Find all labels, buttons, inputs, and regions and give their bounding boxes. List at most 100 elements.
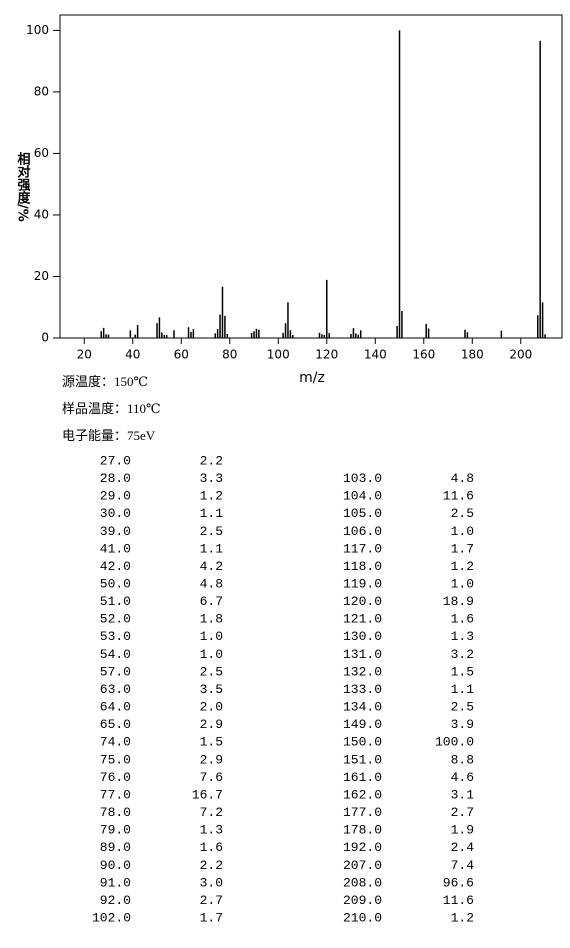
table-intensity: 1.1 xyxy=(200,506,224,521)
table-intensity: 3.1 xyxy=(451,787,475,802)
peak xyxy=(326,279,328,338)
table-intensity: 2.2 xyxy=(200,858,223,873)
table-intensity: 3.2 xyxy=(451,647,474,662)
table-intensity: 2.4 xyxy=(451,840,475,855)
peak xyxy=(357,334,360,338)
x-tick-label: 180 xyxy=(461,348,484,362)
peak xyxy=(219,314,221,338)
table-intensity: 7.6 xyxy=(200,770,223,785)
x-tick-label: 60 xyxy=(174,348,189,362)
peak xyxy=(321,334,323,338)
table-intensity: 1.6 xyxy=(200,840,223,855)
table-mz: 42.0 xyxy=(100,559,131,574)
table-intensity: 1.2 xyxy=(451,911,474,926)
peak xyxy=(282,332,284,338)
peak xyxy=(427,328,430,338)
table-mz: 52.0 xyxy=(100,612,131,627)
y-tick-label: 0 xyxy=(41,331,49,345)
table-intensity: 1.3 xyxy=(451,629,474,644)
peak xyxy=(255,328,258,338)
table-intensity: 6.7 xyxy=(200,594,223,609)
table-mz: 53.0 xyxy=(100,629,131,644)
peak xyxy=(100,331,102,338)
table-mz: 177.0 xyxy=(343,805,382,820)
table-mz: 30.0 xyxy=(100,506,131,521)
peak xyxy=(292,334,294,338)
peak xyxy=(156,323,158,338)
peak xyxy=(425,323,427,338)
table-intensity: 2.7 xyxy=(451,805,474,820)
table-mz: 74.0 xyxy=(100,735,131,750)
table-intensity: 7.4 xyxy=(451,858,475,873)
table-intensity: 3.5 xyxy=(200,682,223,697)
peak xyxy=(355,333,357,338)
table-mz: 106.0 xyxy=(343,524,382,539)
y-tick-label: 60 xyxy=(34,146,49,160)
peak xyxy=(187,327,190,338)
table-intensity: 2.0 xyxy=(200,700,223,715)
table-intensity: 1.7 xyxy=(451,541,474,556)
table-mz: 76.0 xyxy=(100,770,131,785)
peak xyxy=(192,329,195,338)
x-tick-label: 100 xyxy=(267,348,290,362)
x-tick-label: 120 xyxy=(315,348,338,362)
table-mz: 39.0 xyxy=(100,524,131,539)
y-tick-label: 40 xyxy=(34,207,49,221)
table-mz: 63.0 xyxy=(100,682,131,697)
table-mz: 121.0 xyxy=(343,612,382,627)
table-intensity: 2.5 xyxy=(451,700,474,715)
table-intensity: 2.5 xyxy=(200,524,223,539)
peak xyxy=(129,330,132,338)
peak xyxy=(250,333,253,338)
table-intensity: 1.2 xyxy=(451,559,474,574)
table-intensity: 1.8 xyxy=(200,612,223,627)
x-tick-label: 200 xyxy=(509,348,532,362)
table-intensity: 3.0 xyxy=(200,875,223,890)
table-intensity: 2.5 xyxy=(451,506,474,521)
table-mz: 50.0 xyxy=(100,576,131,591)
table-mz: 162.0 xyxy=(343,787,382,802)
table-mz: 134.0 xyxy=(343,700,382,715)
table-mz: 117.0 xyxy=(343,541,382,556)
plot-frame xyxy=(59,14,563,339)
peak xyxy=(105,334,107,338)
peak xyxy=(158,317,161,338)
x-tick-label: 140 xyxy=(364,348,387,362)
table-mz: 103.0 xyxy=(343,471,382,486)
table-intensity: 96.6 xyxy=(443,875,474,890)
x-tick-label: 20 xyxy=(77,348,92,362)
peak xyxy=(350,334,352,338)
info-line: 样品温度：110℃ xyxy=(62,401,161,416)
y-tick-label: 20 xyxy=(34,269,49,283)
peak xyxy=(258,329,260,338)
table-intensity: 16.7 xyxy=(192,787,223,802)
table-mz: 149.0 xyxy=(343,717,382,732)
peak xyxy=(224,315,226,338)
table-intensity: 7.2 xyxy=(200,805,223,820)
peak xyxy=(226,334,229,338)
info-line: 源温度：150℃ xyxy=(62,374,148,389)
y-tick-label: 100 xyxy=(26,23,49,37)
table-mz: 105.0 xyxy=(343,506,382,521)
table-intensity: 1.3 xyxy=(200,823,223,838)
table-mz: 77.0 xyxy=(100,787,131,802)
peak xyxy=(464,329,466,338)
table-intensity: 4.2 xyxy=(200,559,223,574)
table-mz: 207.0 xyxy=(343,858,382,873)
table-intensity: 18.9 xyxy=(443,594,474,609)
table-mz: 89.0 xyxy=(100,840,131,855)
table-intensity: 100.0 xyxy=(435,735,474,750)
table-intensity: 3.9 xyxy=(451,717,474,732)
peak xyxy=(165,334,168,338)
table-mz: 64.0 xyxy=(100,700,131,715)
table-mz: 130.0 xyxy=(343,629,382,644)
x-tick-label: 40 xyxy=(125,348,140,362)
peak xyxy=(173,330,175,338)
y-tick-label: 80 xyxy=(34,84,49,98)
table-mz: 210.0 xyxy=(343,911,382,926)
table-mz: 133.0 xyxy=(343,682,382,697)
table-intensity: 1.0 xyxy=(451,576,474,591)
peak xyxy=(289,330,292,338)
